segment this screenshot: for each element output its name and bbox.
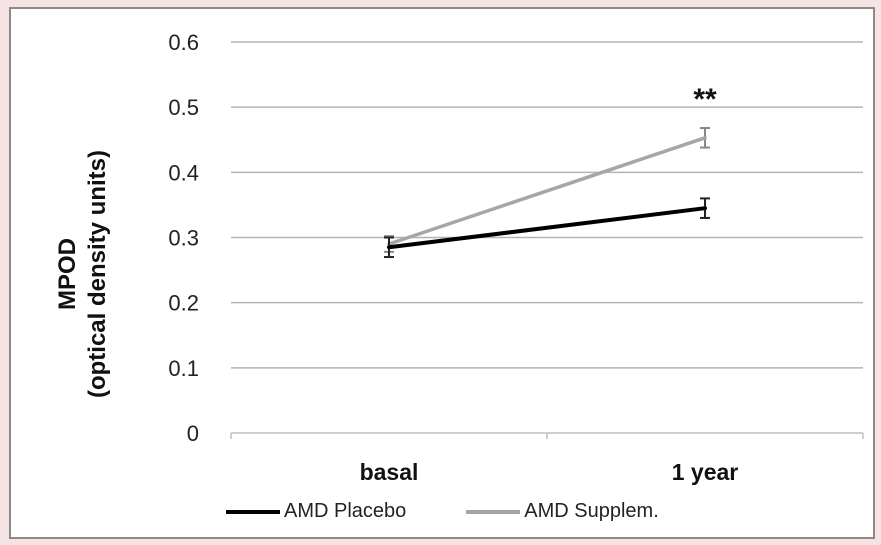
y-tick-label: 0.3 <box>168 226 199 251</box>
legend-item-placebo: AMD Placebo <box>226 500 406 523</box>
legend-swatch-supplem <box>466 509 521 514</box>
x-tick-label: 1 year <box>672 459 739 485</box>
data-point <box>387 245 391 249</box>
line-chart: 0 0.1 0.2 0.3 0.4 0.5 0.6 basal 1 year ** <box>168 30 864 485</box>
legend-label-supplem: AMD Supplem. <box>524 500 659 522</box>
series-line-placebo <box>387 206 707 250</box>
data-point <box>703 206 707 210</box>
data-point <box>703 136 707 140</box>
y-tick-label: 0.4 <box>168 160 199 185</box>
legend-label-placebo: AMD Placebo <box>284 500 407 522</box>
y-tick-label: 0.1 <box>168 356 199 381</box>
chart-frame: 0 0.1 0.2 0.3 0.4 0.5 0.6 basal 1 year ** MPOD (o… <box>9 7 875 539</box>
series-line-supplem <box>387 136 707 246</box>
y-tick-label: 0 <box>187 421 199 446</box>
y-tick-label: 0.6 <box>168 30 199 55</box>
legend-item-supplem: AMD Supplem. <box>466 500 659 523</box>
y-tick-label: 0.5 <box>168 95 199 120</box>
x-tick-label: basal <box>360 459 419 485</box>
legend: AMD Placebo AMD Supplem. <box>226 500 719 523</box>
y-axis-title-line-2: (optical density units) <box>84 149 111 399</box>
y-tick-label: 0.2 <box>168 291 199 316</box>
legend-swatch-placebo <box>226 509 280 514</box>
significance-annotation: ** <box>693 83 717 116</box>
y-axis-title: MPOD (optical density units) <box>53 150 113 398</box>
y-axis-title-line-1: MPOD <box>54 238 81 311</box>
